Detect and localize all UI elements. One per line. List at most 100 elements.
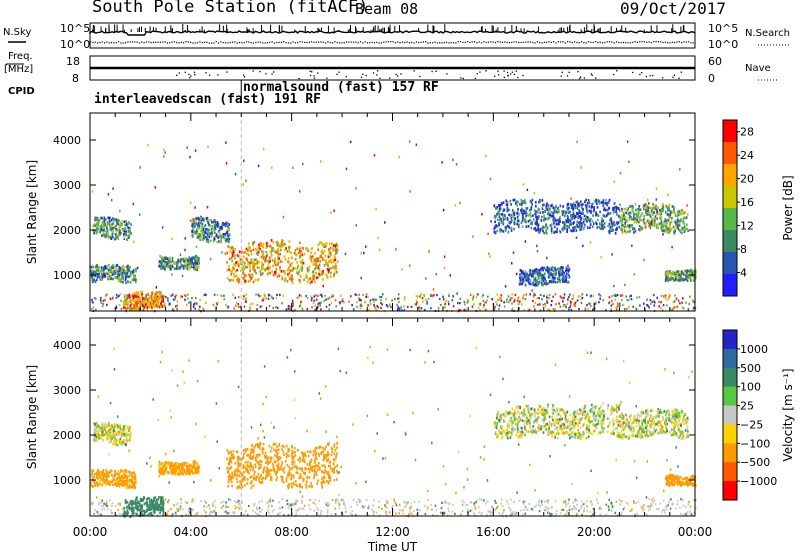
power-noise-echo [459,309,462,312]
power-sparse-echo [686,204,688,207]
power-echo-cell [122,266,124,269]
power-echo-cell [581,203,584,206]
power-echo-cell [302,261,305,265]
power-echo-cell [226,221,229,225]
power-echo-cell [311,260,313,264]
power-noise-echo [263,293,266,296]
power-noise-echo [491,298,494,301]
power-noise-echo [534,293,536,296]
power-noise-echo [223,298,226,301]
power-echo-cell [134,274,137,278]
power-noise-echo [380,298,382,302]
power-echo-cell [524,201,527,205]
power-echo-cell [160,301,163,305]
velocity-noise-echo [239,504,242,507]
power-echo-cell [570,215,573,218]
power-echo-cell [212,239,215,243]
velocity-noise-echo [473,512,475,515]
velocity-noise-echo [288,502,291,505]
power-echo-cell [525,212,528,215]
power-echo-cell [276,243,279,247]
power-echo-cell [643,214,646,218]
power-echo-cell [196,266,199,269]
velocity-noise-echo [608,498,610,501]
power-echo-cell [291,261,294,265]
velocity-noise-echo [258,506,261,509]
power-echo-cell [287,257,290,260]
power-echo-cell [180,263,183,267]
power-sparse-echo [195,245,198,249]
search-noise-dot [366,42,369,44]
search-noise-dot [134,41,136,43]
power-echo-cell [530,226,533,230]
power-echo-cell [656,210,659,214]
power-echo-cell [104,229,106,233]
velocity-noise-echo [94,509,96,512]
power-echo-cell [649,213,651,217]
power-echo-cell [199,219,201,222]
power-echo-cell [685,223,688,227]
power-noise-echo [415,295,418,298]
velocity-noise-echo [564,513,567,516]
search-noise-dot [234,41,236,43]
power-echo-cell [608,231,611,235]
velocity-noise-echo [537,503,540,506]
power-echo-cell [135,303,138,306]
power-noise-echo [572,296,575,299]
power-echo-cell [591,203,593,207]
power-echo-cell [616,222,619,226]
power-echo-cell [100,266,103,269]
power-echo-cell [529,279,532,282]
power-echo-cell [550,231,553,234]
velocity-noise-echo [233,512,236,515]
power-echo-cell [150,294,152,298]
power-echo-cell [200,217,203,221]
search-noise-dot [297,42,299,44]
power-sparse-echo [276,275,279,278]
power-echo-cell [608,218,611,222]
power-ylabel: Slant Range [km] [25,160,39,264]
power-echo-cell [579,228,582,232]
power-sparse-echo [443,266,446,270]
power-echo-cell [685,274,688,277]
power-echo-cell [547,217,550,220]
power-echo-cell [555,222,558,226]
search-noise-dot [227,42,229,44]
power-noise-echo [608,296,611,299]
search-noise-dot [655,41,657,43]
power-noise-echo [193,303,195,306]
power-echo-cell [145,305,148,308]
power-echo-cell [102,226,105,230]
power-echo-cell [292,266,295,270]
search-noise-dot [162,41,164,43]
power-echo-cell [243,262,246,265]
power-echo-cell [504,214,506,218]
power-echo-cell [542,268,544,272]
search-noise-dot [376,41,378,44]
power-noise-echo [196,302,198,305]
power-noise-echo [500,294,503,297]
velocity-noise-echo [575,514,578,517]
search-noise-dot [590,41,592,43]
power-echo-cell [628,211,631,215]
power-echo-cell [136,307,139,310]
power-noise-echo [563,293,566,296]
power-noise-echo [232,293,234,296]
power-echo-cell [617,221,620,224]
power-echo-cell [300,252,302,256]
power-echo-cell [123,220,126,224]
velocity-noise-echo [623,506,626,509]
power-echo-cell [298,270,301,273]
velocity-noise-echo [524,505,527,509]
power-echo-cell [222,221,224,225]
search-noise-dot [648,41,650,43]
velocity-noise-echo [398,512,401,515]
power-echo-cell [652,203,654,206]
power-echo-cell [565,275,568,278]
power-sparse-echo [107,193,110,196]
power-echo-cell [193,225,196,228]
velocity-noise-echo [495,501,497,505]
power-echo-cell [543,282,546,285]
power-echo-cell [522,273,525,276]
power-echo-cell [122,269,125,272]
